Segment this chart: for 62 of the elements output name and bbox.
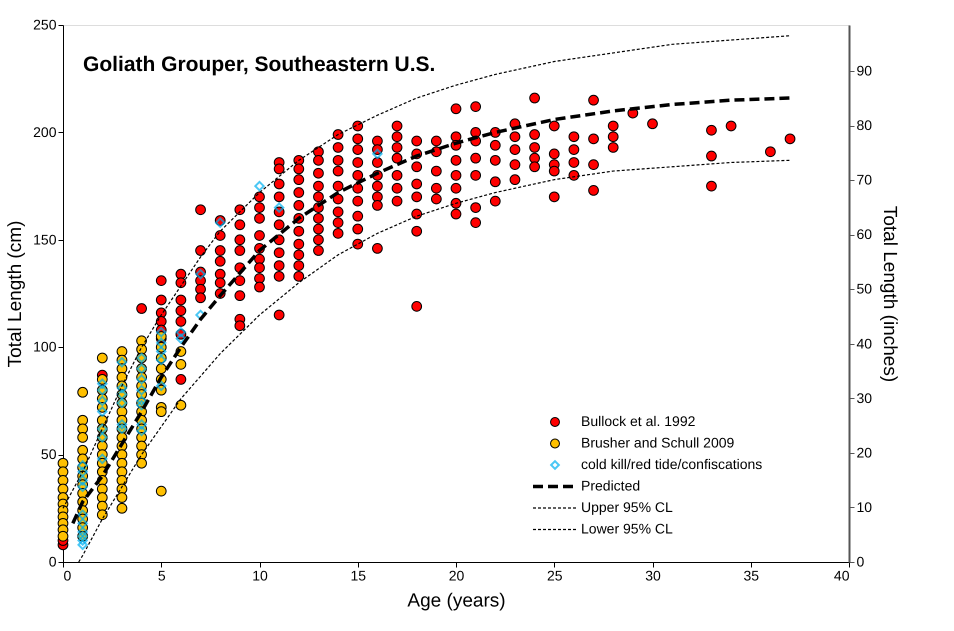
point: [77, 518, 88, 529]
point: [274, 202, 284, 213]
x-tick-label: 25: [546, 568, 563, 584]
x-tick-label: 35: [743, 568, 760, 584]
point: [97, 396, 108, 406]
point: [136, 419, 147, 430]
point: [156, 380, 166, 392]
text: Goliath Grouper, Southeastern U.S.: [83, 53, 436, 76]
point: [136, 384, 147, 396]
point: [77, 526, 88, 538]
legend-label: cold kill/red tide/confiscations: [581, 456, 762, 472]
y-tick-label: 200: [33, 124, 57, 140]
point: [156, 338, 166, 348]
point: [176, 333, 186, 344]
point: [372, 148, 383, 160]
y2-tick-label: 20: [856, 444, 872, 460]
y2-tick-label: 50: [856, 280, 872, 297]
point: [136, 426, 147, 436]
point: [97, 378, 108, 389]
y2-tick-label: 70: [856, 172, 872, 188]
y-tick-label: 250: [33, 16, 57, 32]
x-tick-label: 10: [252, 568, 268, 584]
y2-tick-label: 10: [856, 498, 872, 515]
point: [136, 374, 147, 385]
y-tick-label: 100: [33, 338, 57, 355]
x-tick-label: 15: [350, 568, 366, 584]
y2-tick-label: 60: [856, 226, 872, 242]
legend-label: Lower 95% CL: [581, 520, 674, 536]
x-tick-label: 0: [64, 568, 72, 584]
legend-label: Bullock et al. 1992: [581, 413, 696, 429]
point: [156, 346, 166, 357]
y2-axis-title: Total Length (inches): [879, 206, 900, 382]
y-tick-label: 0: [48, 554, 57, 570]
point: [136, 400, 147, 410]
point: [116, 419, 128, 430]
point: [77, 540, 88, 550]
y-axis-title: Total Length (cm): [5, 220, 26, 368]
y2-tick-label: 30: [856, 390, 872, 406]
legend-label: Predicted: [581, 478, 640, 494]
point: [176, 326, 186, 338]
y-tick-label: 50: [40, 446, 57, 462]
point: [77, 475, 88, 486]
legend-label: Upper 95% CL: [581, 499, 674, 515]
point: [77, 535, 88, 546]
x-tick-label: 40: [834, 568, 850, 584]
x-axis-title: Age (years): [407, 590, 506, 612]
point: [97, 454, 108, 464]
x-tick-label: 5: [158, 568, 166, 584]
y2-tick-label: 90: [856, 62, 872, 78]
legend-label: Brusher and Schull 2009: [581, 434, 735, 450]
y-tick-label: 150: [33, 231, 57, 248]
point: [97, 406, 108, 417]
y2-tick-label: 0: [856, 554, 864, 570]
x-tick-label: 20: [448, 568, 464, 584]
point: [77, 466, 88, 477]
point: [116, 357, 128, 368]
y2-tick-label: 40: [856, 335, 872, 352]
x-tick-label: 30: [645, 568, 661, 584]
point: [77, 482, 88, 492]
point: [77, 510, 88, 520]
y2-tick-label: 80: [856, 117, 872, 134]
point: [254, 180, 265, 192]
